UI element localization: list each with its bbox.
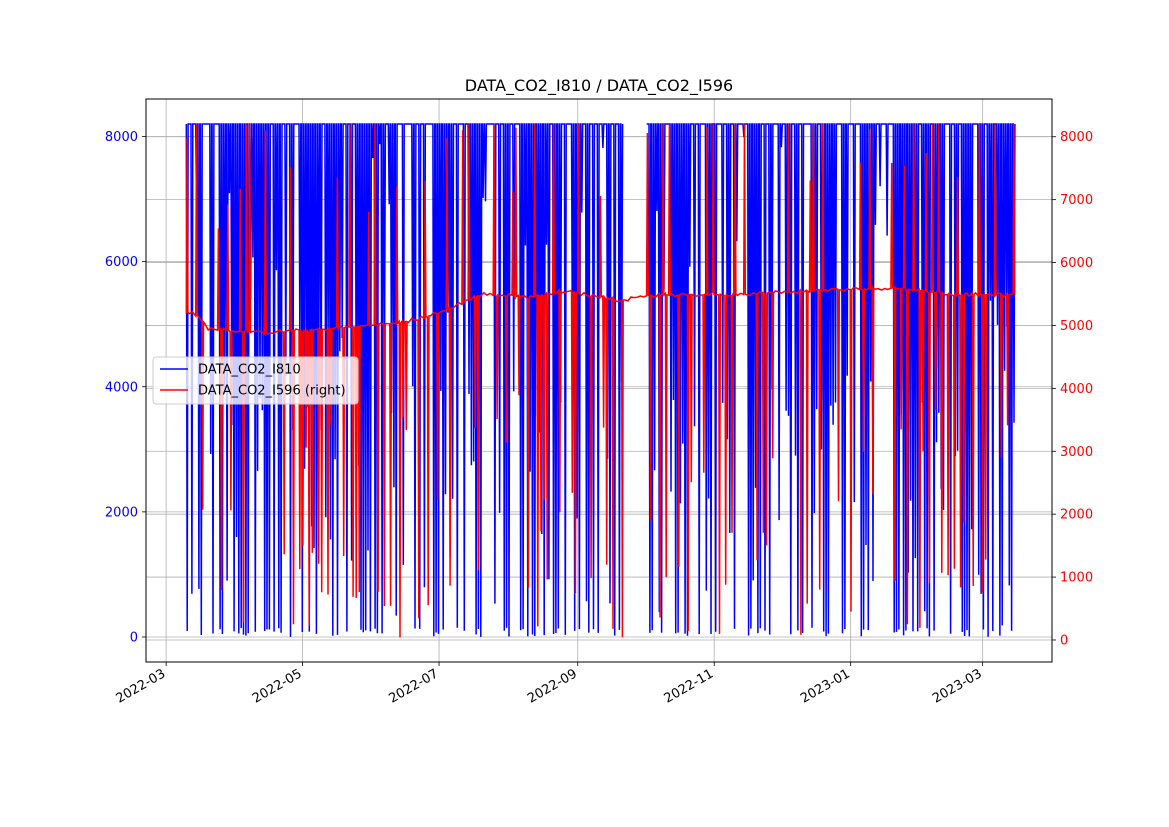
- y-left-tick-label: 6000: [105, 255, 138, 270]
- legend-box: [152, 356, 359, 405]
- y-left-tick-label: 0: [130, 630, 138, 645]
- y-right-tick-label: 8000: [1060, 130, 1093, 145]
- plot-series: [185, 123, 1016, 638]
- y-right-tick-label: 5000: [1060, 319, 1093, 334]
- y-left-tick-label: 2000: [105, 505, 138, 520]
- y-right-tick-label: 2000: [1060, 508, 1093, 523]
- legend-label: DATA_CO2_I596 (right): [198, 384, 346, 399]
- legend: DATA_CO2_I810 DATA_CO2_I596 (right): [152, 356, 359, 405]
- y-right-tick-label: 1000: [1060, 571, 1093, 586]
- y-right-tick-label: 4000: [1060, 382, 1093, 397]
- y-right-tick-label: 0: [1060, 633, 1068, 648]
- plot-frame: [145, 98, 1053, 663]
- y-left-tick-label: 4000: [105, 380, 138, 395]
- series-line-data-co2-i810: [185, 123, 624, 637]
- y-right-tick-label: 6000: [1060, 256, 1093, 271]
- series-line-data-co2-i596: [185, 124, 1016, 638]
- legend-label: DATA_CO2_I810: [198, 363, 301, 378]
- y-axis-right: 0 1000 2000 3000 4000 5000 6000 7000 8000: [1052, 130, 1093, 648]
- chart-title: DATA_CO2_I810 / DATA_CO2_I596: [465, 76, 733, 96]
- y-left-tick-label: 8000: [105, 130, 138, 145]
- y-right-tick-label: 3000: [1060, 445, 1093, 460]
- y-axis-left: 0 2000 4000 6000 8000: [105, 130, 146, 645]
- y-right-tick-label: 7000: [1060, 193, 1093, 208]
